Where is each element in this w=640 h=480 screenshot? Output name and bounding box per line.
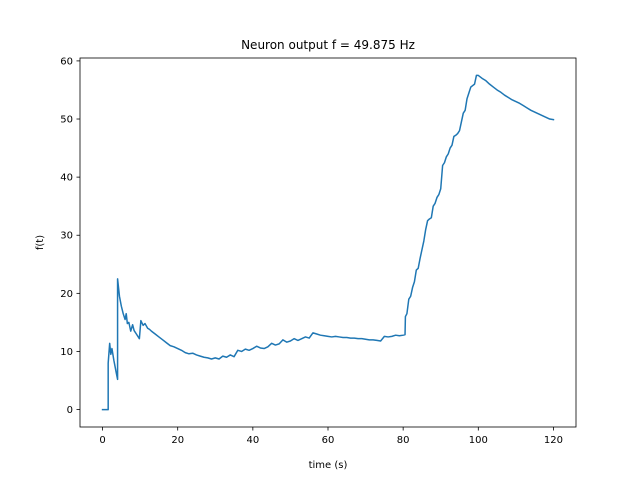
y-tick-label: 0 [67,405,73,416]
series-group [101,74,555,411]
x-tick-label: 100 [469,435,488,446]
series-line-0 [101,74,555,411]
y-axis-label: f(t) [35,235,46,250]
x-tick-label: 40 [246,435,259,446]
y-tick-label: 60 [60,56,73,67]
x-tick-label: 0 [99,435,105,446]
x-tick-label: 20 [171,435,184,446]
x-axis-label: time (s) [309,460,348,471]
y-tick-label: 10 [60,347,73,358]
y-axis: 0 10 20 30 40 50 60 [60,56,80,416]
y-tick-label: 20 [60,289,73,300]
x-axis: 0 20 40 60 80 100 120 [99,427,563,446]
y-tick-label: 40 [60,173,73,184]
y-tick-label: 30 [60,231,73,242]
chart-title: Neuron output f = 49.875 Hz [241,38,415,52]
x-tick-label: 80 [397,435,410,446]
y-tick-label: 50 [60,115,73,126]
x-tick-label: 120 [544,435,563,446]
x-tick-label: 60 [322,435,335,446]
